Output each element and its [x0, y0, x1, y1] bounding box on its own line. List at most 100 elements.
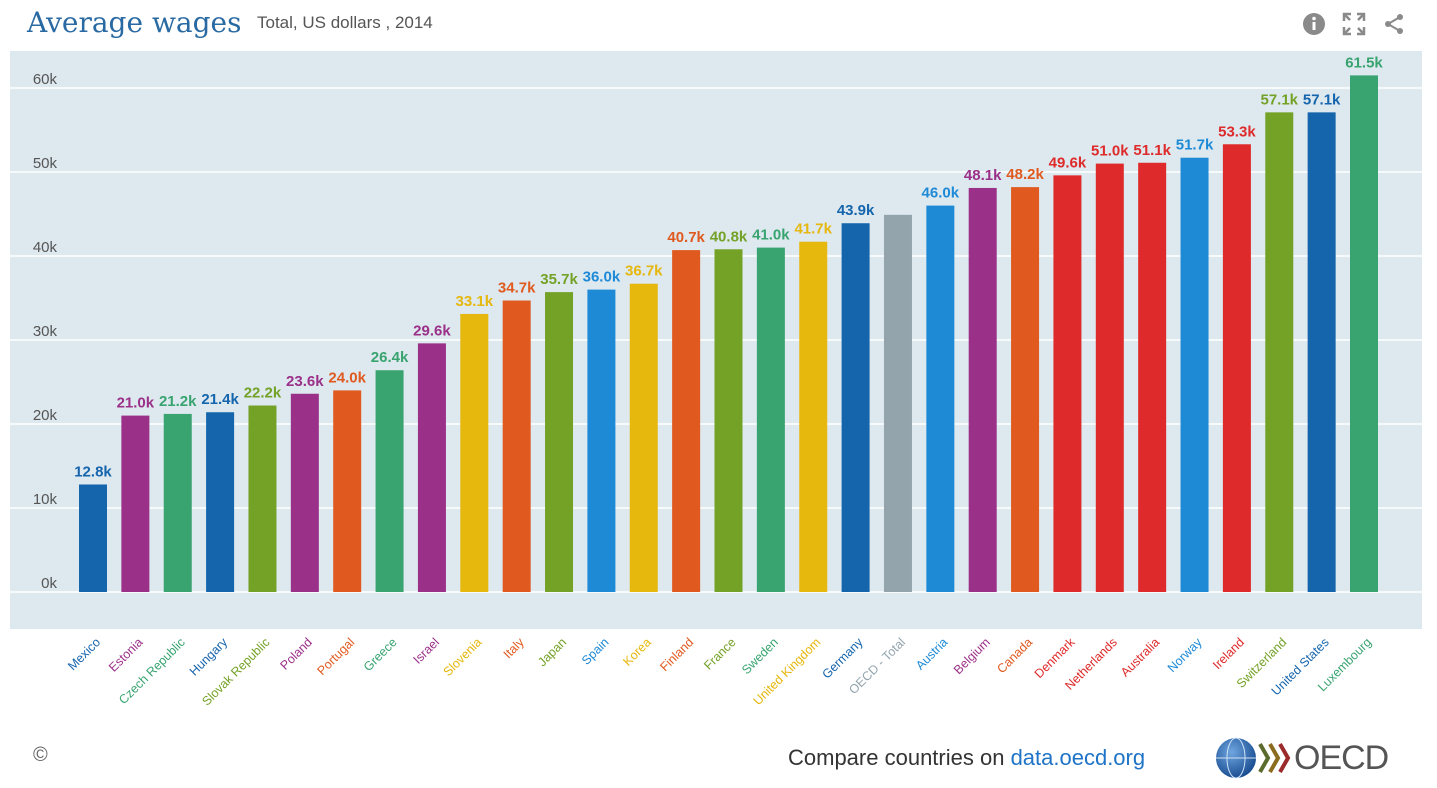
data-label: 43.9k	[837, 202, 875, 219]
bar[interactable]	[1138, 162, 1167, 592]
data-label: 51.7k	[1176, 137, 1214, 154]
bar[interactable]	[417, 343, 446, 592]
data-label: 24.0k	[328, 369, 366, 386]
data-label: 51.0k	[1091, 143, 1129, 160]
bar[interactable]	[1222, 144, 1251, 592]
bar[interactable]	[333, 390, 362, 592]
bar[interactable]	[1307, 112, 1336, 593]
data-label: 48.1k	[964, 167, 1002, 184]
x-tick-label: Spain	[579, 635, 612, 668]
y-tick-label: 50k	[33, 155, 58, 172]
bars	[79, 75, 1378, 593]
bar[interactable]	[163, 413, 192, 592]
x-tick-label: Norway	[1165, 635, 1205, 675]
data-label: 21.0k	[117, 395, 155, 412]
data-label: 23.6k	[286, 373, 324, 390]
bar[interactable]	[714, 249, 743, 592]
bar[interactable]	[460, 313, 489, 592]
bar[interactable]	[545, 292, 574, 592]
x-tick-label: Korea	[620, 635, 654, 669]
bar[interactable]	[1095, 163, 1124, 592]
oecd-logo[interactable]: OECD	[1214, 736, 1389, 780]
bar[interactable]	[1265, 112, 1294, 593]
data-label: 46.0k	[922, 185, 960, 202]
bar[interactable]	[968, 187, 997, 592]
bar[interactable]	[926, 205, 955, 592]
x-tick-label: Israel	[411, 635, 443, 667]
bar[interactable]	[121, 415, 150, 592]
chart-title: Average wages	[27, 6, 242, 39]
chart-subtitle: Total, US dollars , 2014	[257, 13, 433, 32]
data-label: 35.7k	[540, 271, 578, 288]
copyright-symbol: ©	[33, 744, 48, 766]
share-icon[interactable]	[1381, 11, 1407, 37]
bar[interactable]	[841, 223, 870, 593]
x-tick-label: Greece	[361, 635, 400, 674]
data-oecd-link[interactable]: data.oecd.org	[1010, 745, 1146, 770]
y-tick-label: 0k	[41, 575, 57, 592]
fullscreen-icon[interactable]	[1341, 11, 1367, 37]
y-tick-label: 20k	[33, 407, 58, 424]
bar[interactable]	[375, 370, 404, 592]
bar[interactable]	[629, 283, 658, 592]
bar[interactable]	[79, 484, 107, 592]
data-label: 34.7k	[498, 280, 536, 297]
bar[interactable]	[1011, 187, 1040, 592]
bar[interactable]	[756, 247, 785, 592]
bar[interactable]	[672, 250, 701, 592]
data-label: 49.6k	[1049, 154, 1087, 171]
x-tick-label: Japan	[535, 635, 569, 669]
bar[interactable]	[1180, 157, 1209, 592]
y-tick-label: 10k	[33, 491, 58, 508]
bar[interactable]	[248, 405, 277, 592]
compare-countries: Compare countries on data.oecd.org	[788, 745, 1145, 771]
x-tick-label: Canada	[994, 635, 1035, 676]
y-tick-label: 40k	[33, 239, 58, 256]
data-label: 21.2k	[159, 393, 197, 410]
data-label: 51.1k	[1133, 142, 1171, 159]
x-tick-label: France	[701, 635, 738, 672]
bar[interactable]	[290, 393, 319, 592]
x-tick-label: Sweden	[739, 635, 781, 677]
x-tick-label: Mexico	[65, 635, 103, 673]
y-axis-ticks: 0k 10k 20k 30k 40k 50k 60k	[33, 71, 58, 592]
y-tick-label: 60k	[33, 71, 58, 88]
oecd-logo-text: OECD	[1294, 738, 1389, 777]
x-tick-label: Slovenia	[441, 635, 485, 679]
data-label: 29.6k	[413, 322, 451, 339]
bar[interactable]	[502, 300, 531, 592]
bar[interactable]	[587, 289, 616, 592]
bar[interactable]	[799, 241, 828, 592]
data-label: 57.1k	[1303, 91, 1341, 108]
data-label: 53.3k	[1218, 123, 1256, 140]
x-tick-label: Portugal	[314, 635, 357, 678]
info-icon[interactable]	[1301, 11, 1327, 37]
bar-chart: 0k 10k 20k 30k 40k 50k 60k 12.8k 21.0k 21.2k 21.4…	[10, 51, 1422, 709]
compare-text: Compare countries on	[788, 745, 1011, 770]
data-label: 12.8k	[74, 463, 112, 480]
x-tick-label: Estonia	[106, 635, 145, 674]
bar[interactable]	[206, 412, 235, 592]
data-label: 36.0k	[583, 269, 621, 286]
data-label: 48.2k	[1006, 166, 1044, 183]
x-tick-label: Hungary	[187, 635, 231, 679]
bar[interactable]	[883, 214, 912, 592]
bar[interactable]	[1053, 175, 1082, 593]
data-label: 22.2k	[244, 385, 282, 402]
bar[interactable]	[1350, 75, 1378, 592]
data-label: 57.1k	[1260, 91, 1298, 108]
data-label: 33.1k	[456, 293, 494, 310]
chart-tools	[1301, 11, 1407, 37]
data-label: 21.4k	[201, 391, 239, 408]
data-label: 40.7k	[667, 229, 705, 246]
x-tick-label: Finland	[657, 635, 696, 674]
y-tick-label: 30k	[33, 323, 58, 340]
data-label: 40.8k	[710, 228, 748, 245]
x-tick-label: Belgium	[951, 635, 993, 677]
x-tick-label: Italy	[501, 635, 528, 662]
x-tick-label: Austria	[913, 635, 950, 672]
x-tick-label: Ireland	[1210, 635, 1247, 672]
